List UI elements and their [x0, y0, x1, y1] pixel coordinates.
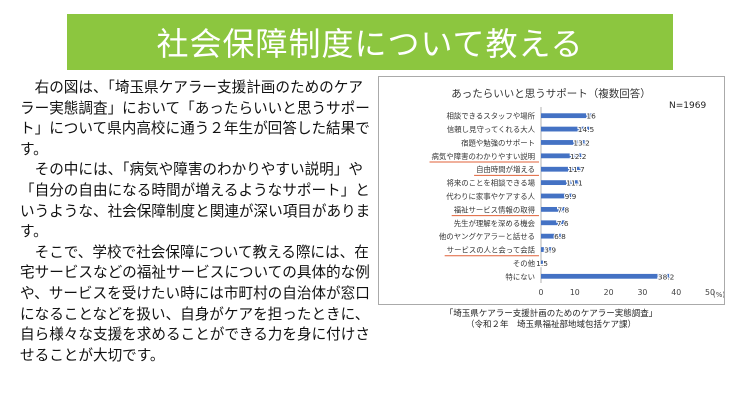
data-label: 14.5	[578, 125, 595, 134]
chart-title: あったらいいと思うサポート（複数回答）	[451, 87, 651, 100]
category-label: その他	[513, 259, 536, 268]
source-line: 「埼玉県ケアラー支援計画のためのケアラー実態調査」	[444, 309, 658, 319]
bar-7	[541, 193, 575, 199]
bar-5	[541, 166, 581, 172]
data-label: 11.7	[568, 165, 585, 174]
x-tick-label: 10	[570, 288, 580, 297]
data-label: 9.9	[565, 192, 577, 201]
data-label: 38.2	[658, 272, 674, 281]
bar-3	[541, 140, 586, 145]
body-text: 右の図は、「埼玉県ケアラー支援計画のためのケアラー実態調査」において「あったらい…	[20, 78, 372, 366]
bar-4	[541, 153, 583, 159]
sample-size-label: N=1969	[669, 101, 706, 111]
data-label: 7.6	[557, 219, 569, 228]
data-label: 7.8	[557, 205, 569, 214]
x-tick-label: 50	[705, 288, 715, 297]
x-tick-label: 0	[539, 288, 544, 297]
bar-11	[541, 247, 555, 252]
bar-2	[541, 126, 591, 132]
category-label: サービスの人と会って会話	[447, 246, 536, 255]
bar-13	[541, 273, 671, 279]
data-label: 11.1	[566, 179, 583, 188]
category-label: 先生が理解を深める機会	[454, 219, 536, 228]
category-label: 宿題や勉強のサポート	[461, 138, 535, 147]
x-tick-label: 20	[604, 288, 614, 297]
paragraph: そこで、学校で社会保障について教える際には、在宅サービスなどの福祉サービスについ…	[20, 243, 370, 364]
category-label: 他のヤングケアラーと話せる	[439, 232, 535, 241]
category-label: 福祉サービス情報の取得	[454, 205, 536, 214]
x-tick-label: 30	[637, 288, 647, 297]
data-label: 6.8	[554, 232, 566, 241]
x-tick-label: 40	[671, 288, 681, 297]
category-label: 自由時間が増える	[476, 165, 535, 174]
bar-10	[541, 233, 564, 239]
unit-label: (%)	[713, 291, 724, 299]
bar-6	[541, 180, 579, 186]
category-label: 病気や障害のわかりやすい説明	[432, 152, 535, 161]
support-chart: あったらいいと思うサポート（複数回答） N=1969 相談できるスタッフや場所 16 信…	[378, 76, 725, 305]
chart-svg: あったらいいと思うサポート（複数回答） N=1969 相談できるスタッフや場所 16 信…	[429, 87, 724, 299]
bar-8	[541, 206, 568, 212]
bar-9	[541, 220, 567, 226]
bar-1	[541, 113, 596, 119]
paragraph: 右の図は、「埼玉県ケアラー支援計画のためのケアラー実態調査」において「あったらい…	[20, 79, 370, 158]
category-label: 信頼し見守ってくれる大人	[447, 125, 536, 134]
bar-12	[541, 260, 547, 266]
chart-source: 「埼玉県ケアラー支援計画のためのケアラー実態調査」 （令和２年 埼玉県福祉部地域…	[388, 309, 714, 331]
category-label: 特にない	[505, 272, 535, 281]
data-label: 13.2	[573, 138, 589, 147]
data-label: 16	[586, 112, 596, 121]
source-line: （令和２年 埼玉県福祉部地域包括ケア課）	[465, 320, 636, 330]
paragraph: その中には、「病気や障害のわかりやすい説明」や「自分の自由になる時間が増えるよう…	[20, 161, 371, 241]
category-label: 相談できるスタッフや場所	[446, 112, 535, 121]
title-banner: 社会保障制度について教える	[67, 14, 673, 70]
page-title: 社会保障制度について教える	[156, 25, 584, 63]
data-label: 12.2	[570, 152, 586, 161]
data-label: 3.9	[544, 246, 556, 255]
category-label: 将来のことを相談できる場	[446, 179, 535, 188]
category-label: 代わりに家事やケアする人	[446, 192, 535, 201]
data-label: 1.5	[536, 259, 548, 268]
